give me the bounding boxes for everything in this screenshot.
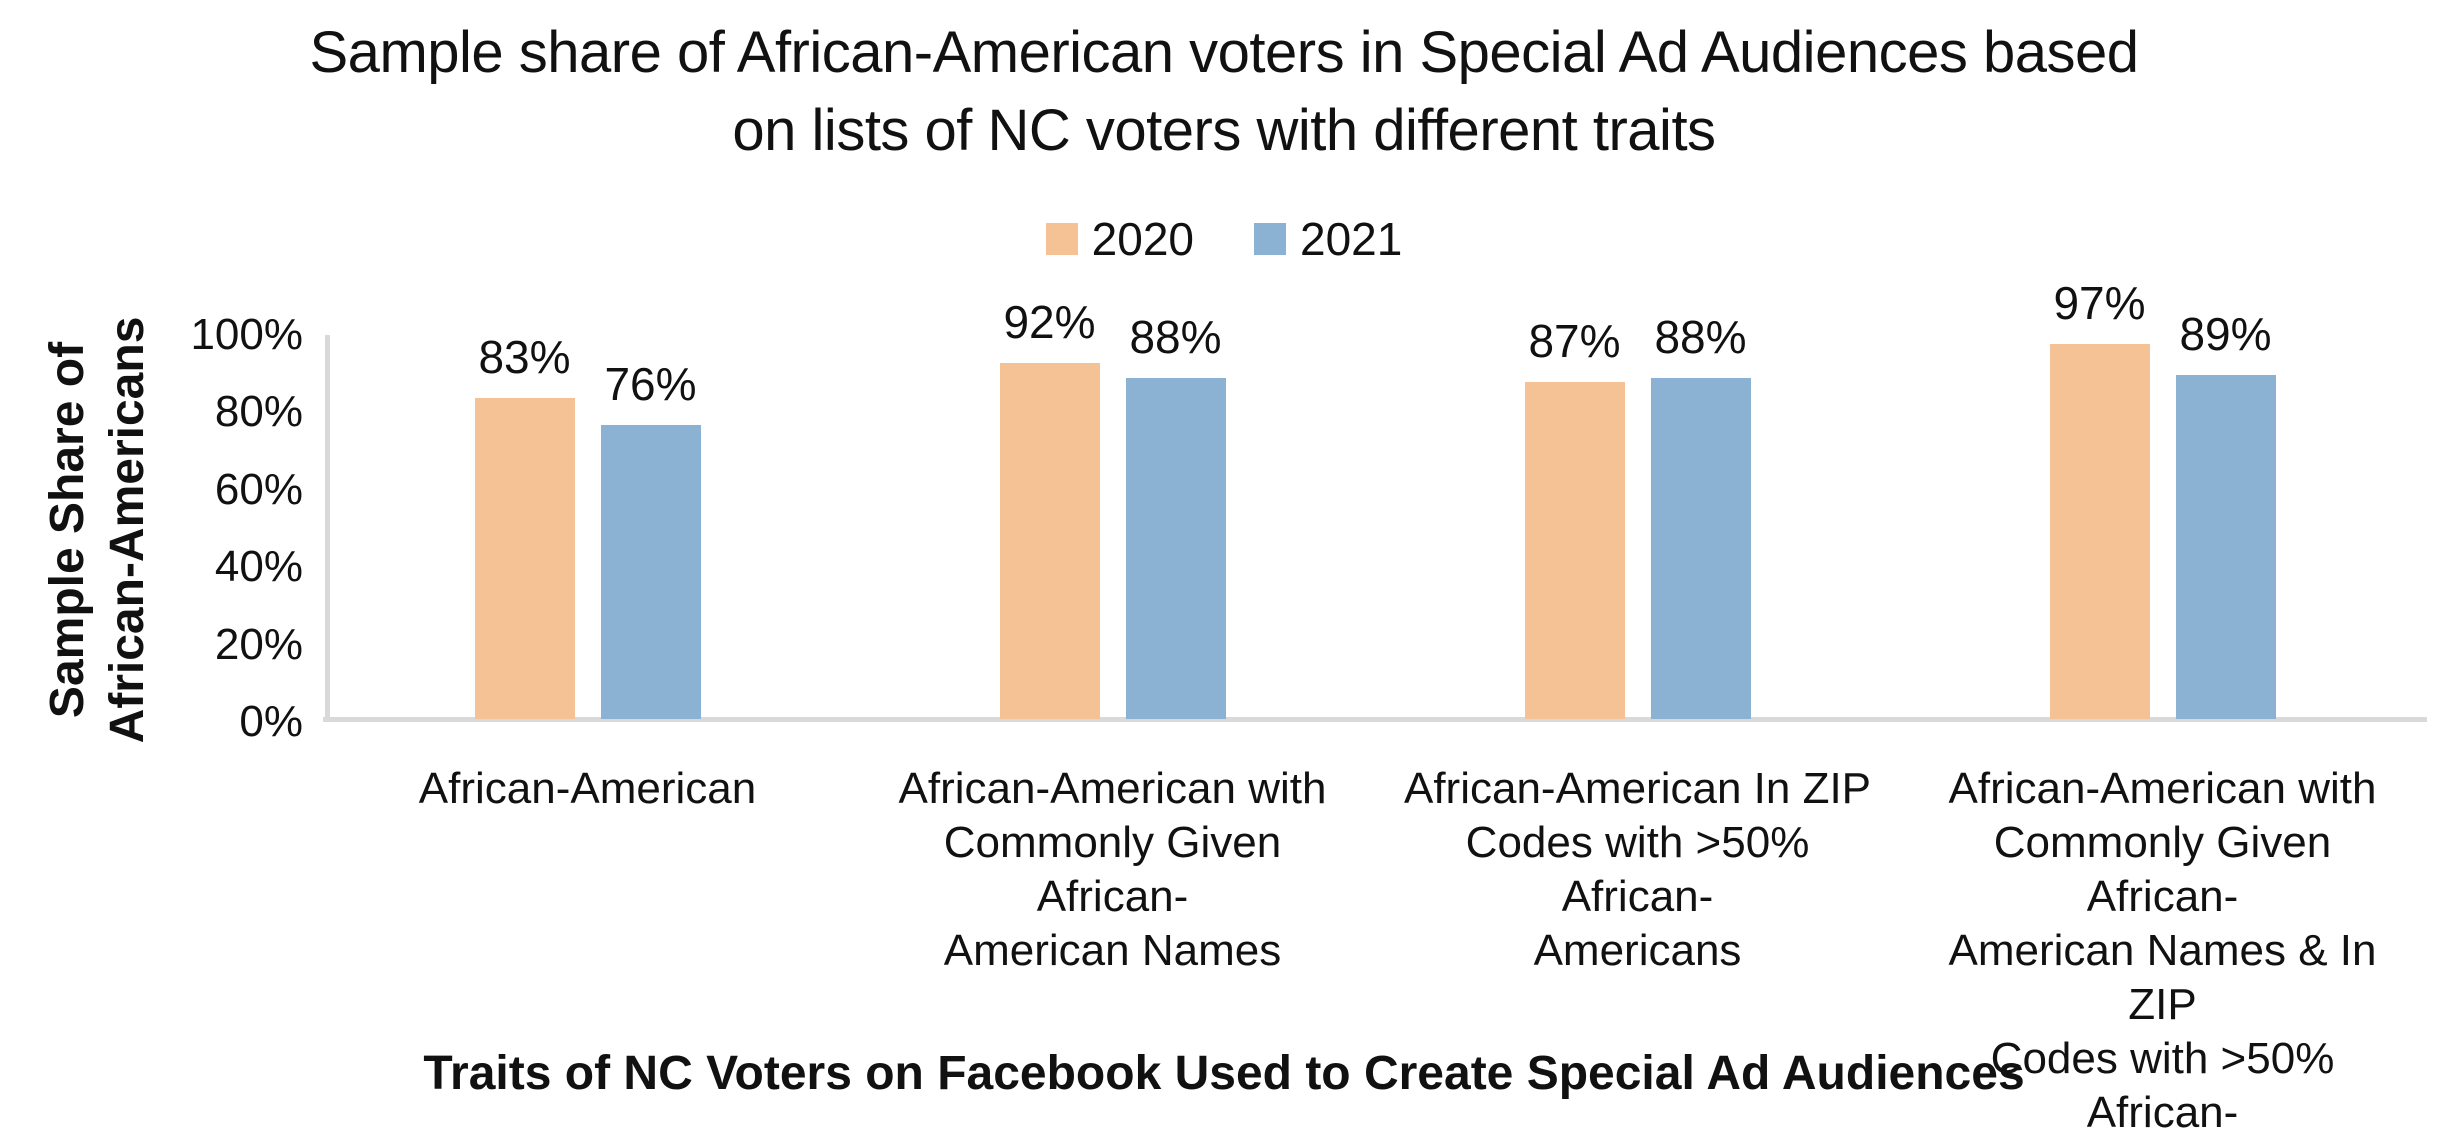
y-tick-40%: 40%	[214, 542, 303, 592]
legend-swatch-2021	[1254, 223, 1286, 255]
bar-2020-category-1	[474, 397, 575, 719]
category-label-3: African-American In ZIP Codes with >50% …	[1403, 764, 1872, 975]
plot-area: 0% 20% 40% 60% 80% 100% 83% 76% 92% 88% 87% 88% 97%…	[190, 277, 2427, 1128]
bar-value-label-2020-category-3: 87%	[1528, 315, 1621, 368]
chart-title: Sample share of African-American voters …	[309, 20, 2139, 163]
x-axis-title: Traits of NC Voters on Facebook Used to …	[423, 1047, 2025, 1100]
bar-2021-category-2	[1125, 378, 1226, 719]
bar-2020-category-3	[1524, 382, 1625, 719]
bar-2020-category-4	[2049, 343, 2150, 719]
bar-2020-category-2	[999, 362, 1100, 719]
bar-2021-category-1	[600, 424, 701, 719]
legend-swatch-2020	[1045, 223, 1078, 255]
bar-value-label-2021-category-2: 88%	[1129, 311, 1222, 364]
bar-value-label-2021-category-1: 76%	[604, 357, 697, 410]
category-label-1: African-American	[418, 764, 757, 813]
legend-label-2020: 2020	[1091, 213, 1194, 265]
legend-item-2021: 2021	[1254, 212, 1402, 266]
legend-label-2021: 2021	[1300, 213, 1403, 265]
legend: 2020 2021	[0, 212, 2448, 266]
category-label-2: African-American with Commonly Given Afr…	[898, 764, 1327, 975]
y-tick-60%: 60%	[214, 464, 303, 514]
bar-value-label-2021-category-3: 88%	[1654, 311, 1747, 364]
bar-2021-category-4	[2175, 374, 2276, 719]
bar-value-label-2021-category-4: 89%	[2179, 307, 2272, 360]
bar-value-label-2020-category-2: 92%	[1003, 295, 1096, 348]
y-tick-20%: 20%	[214, 619, 303, 669]
bar-value-label-2020-category-1: 83%	[478, 330, 571, 383]
y-tick-100%: 100%	[190, 310, 303, 359]
y-tick-80%: 80%	[214, 387, 303, 437]
y-axis-line	[325, 335, 330, 722]
bar-2021-category-3	[1650, 378, 1751, 719]
x-axis-line	[323, 717, 2427, 722]
y-tick-0%: 0%	[239, 697, 303, 746]
category-label-4: African-American with Commonly Given Afr…	[1948, 764, 2377, 1128]
bar-value-label-2020-category-4: 97%	[2053, 276, 2146, 329]
legend-item-2020: 2020	[1045, 212, 1194, 266]
